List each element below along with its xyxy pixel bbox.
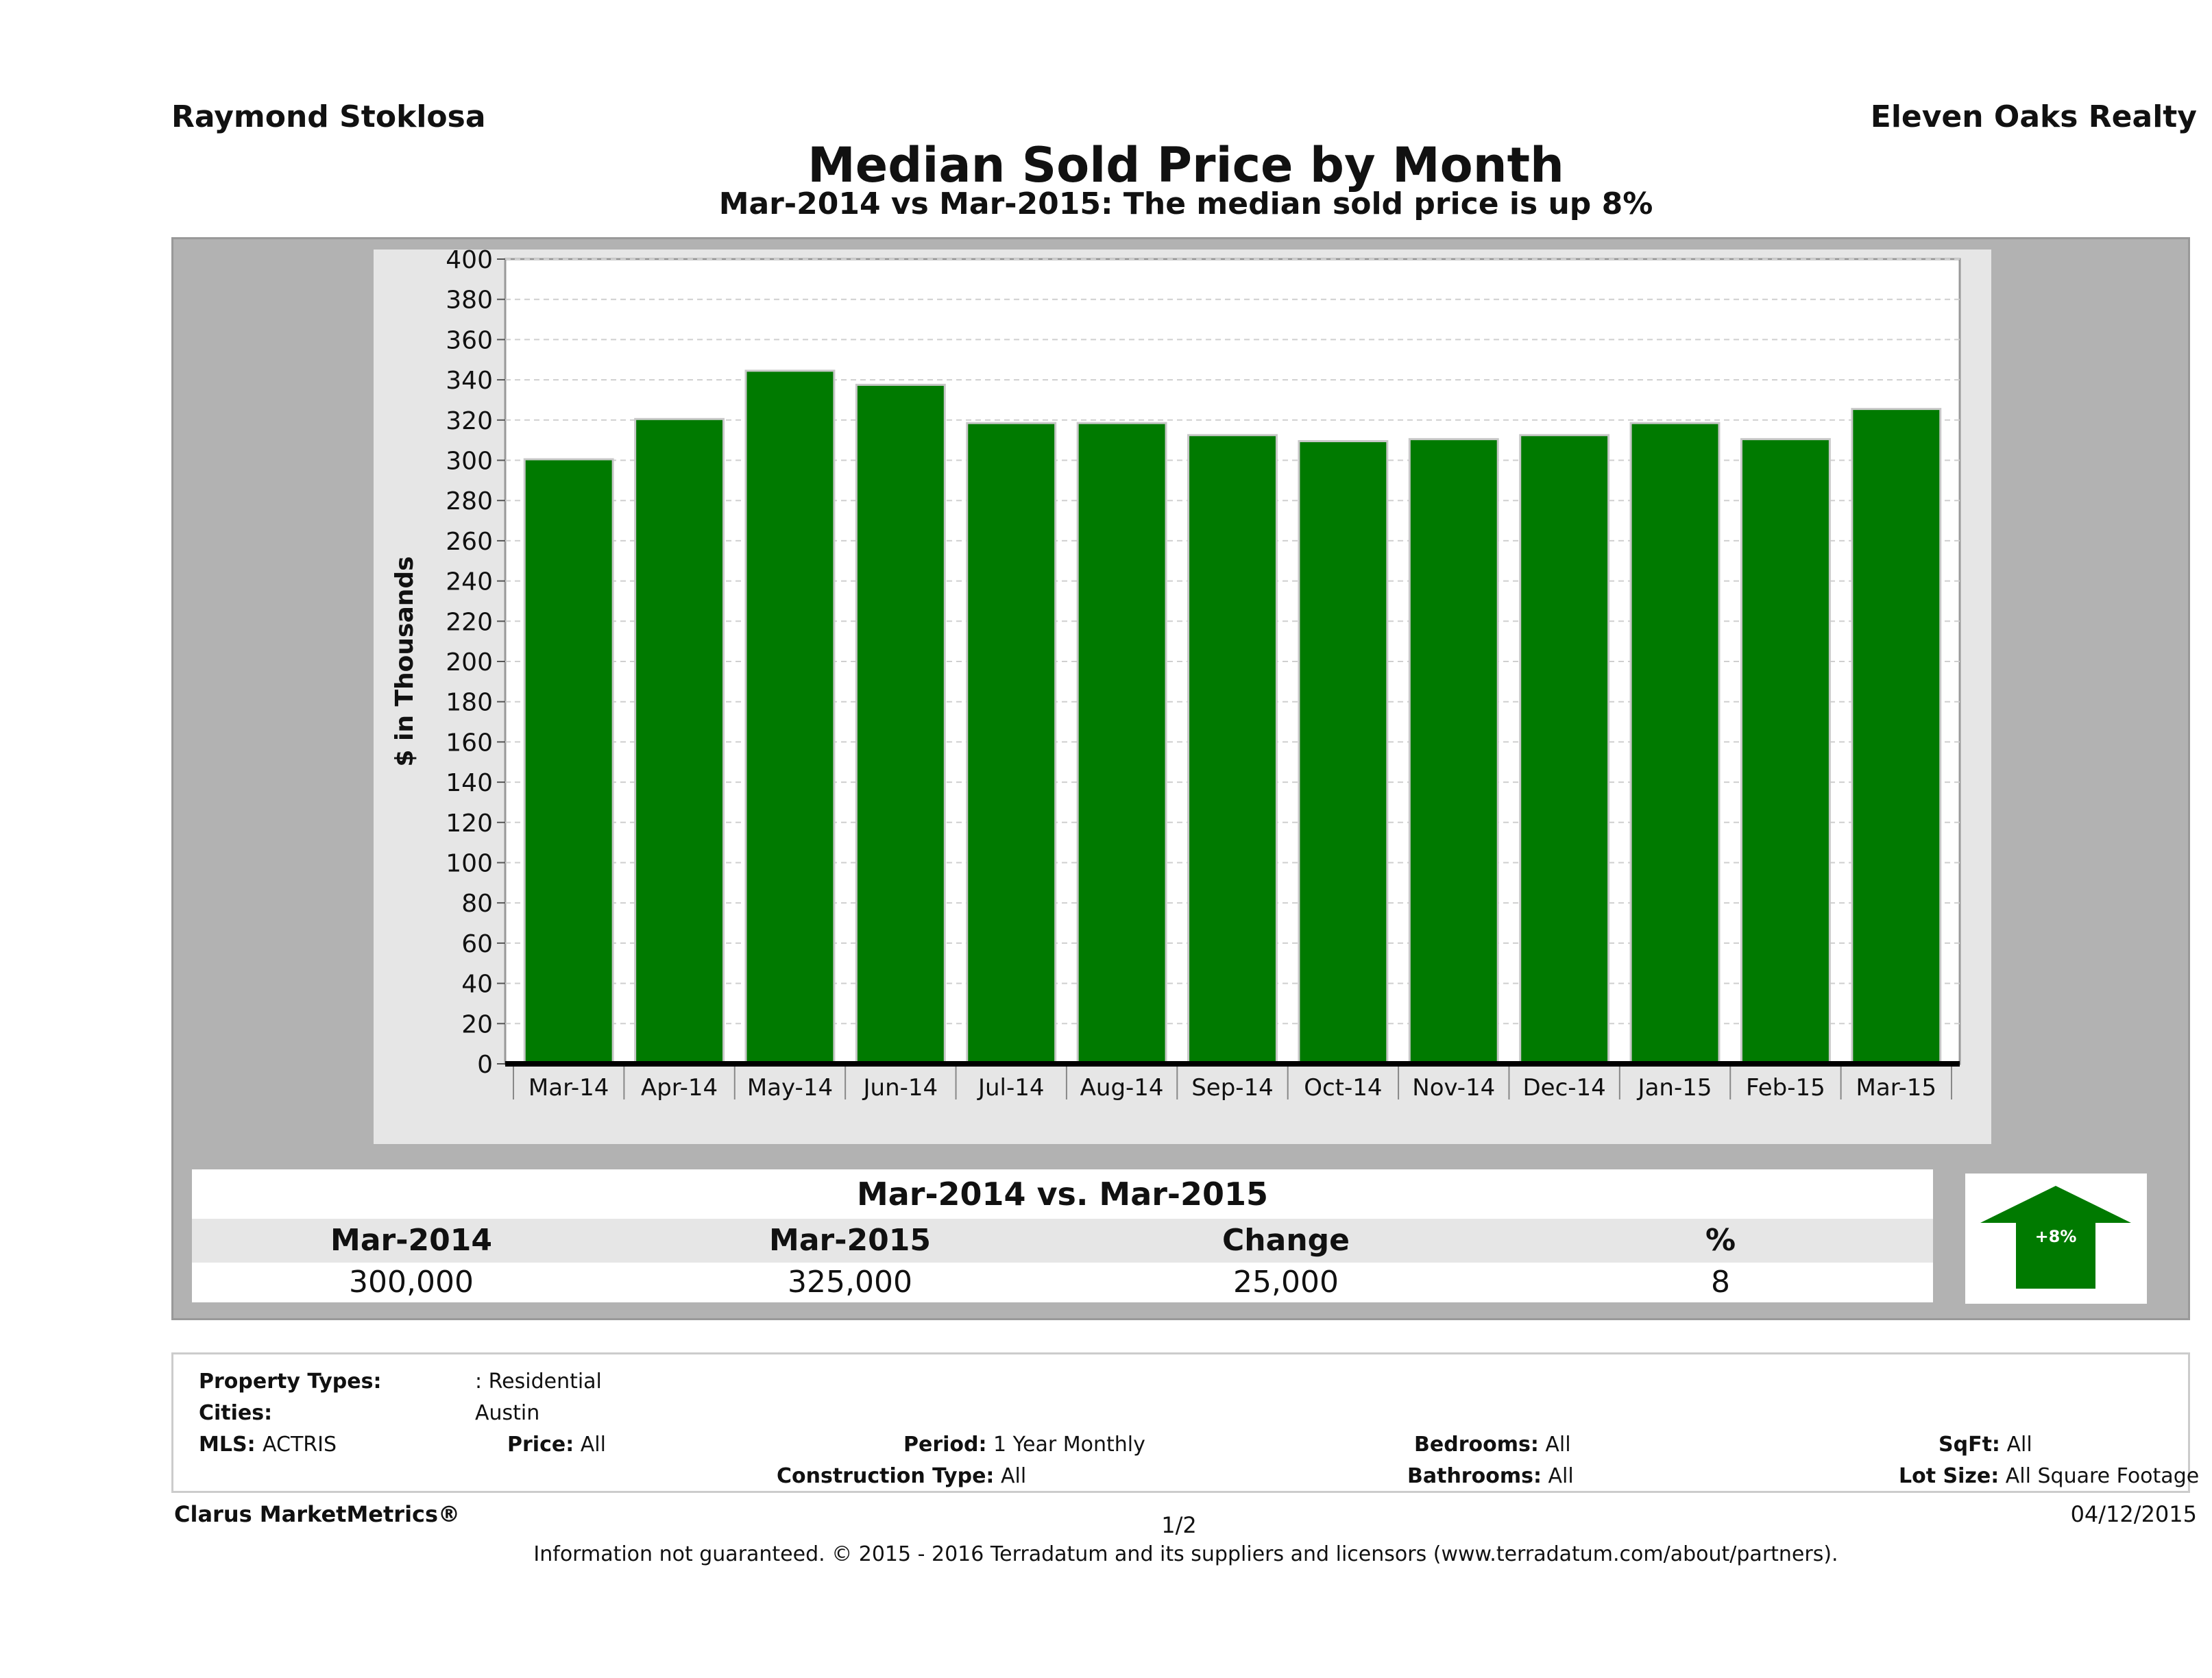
bar-feb-15: [1742, 440, 1829, 1064]
y-tick-label: 20: [461, 1010, 493, 1038]
price-value: All: [580, 1433, 606, 1457]
lot-size-value: All Square Footage: [2005, 1464, 2200, 1488]
property-types-label: Property Types:: [199, 1370, 382, 1394]
bar-oct-14: [1300, 442, 1387, 1064]
x-tick-label: Jun-14: [862, 1074, 938, 1102]
bar-apr-14: [636, 420, 723, 1064]
summary-header-change: Change: [1222, 1223, 1350, 1258]
summary-table: Mar-2014 vs. Mar-2015 Mar-2014 Mar-2015 …: [192, 1169, 1933, 1306]
bar-jul-14: [968, 424, 1055, 1064]
lot-size-label: Lot Size:: [1899, 1464, 2000, 1488]
x-tick-label: Feb-15: [1746, 1074, 1825, 1102]
bathrooms-value: All: [1548, 1464, 1574, 1488]
summary-header-row: Mar-2014 Mar-2015 Change %: [192, 1219, 1933, 1263]
x-tick-label: Jan-15: [1637, 1074, 1712, 1102]
sqft-label: SqFt:: [1938, 1433, 2000, 1457]
up-arrow-icon: [1980, 1186, 2131, 1289]
construction-type-label: Construction Type:: [777, 1464, 995, 1488]
y-tick-label: 280: [446, 487, 493, 515]
y-tick-label: 100: [446, 850, 493, 878]
chart-subtitle: Mar-2014 vs Mar-2015: The median sold pr…: [718, 186, 1653, 221]
bedrooms-label: Bedrooms:: [1414, 1433, 1539, 1457]
bedrooms-value: All: [1545, 1433, 1571, 1457]
bathrooms-label: Bathrooms:: [1407, 1464, 1542, 1488]
x-tick-label: Dec-14: [1522, 1074, 1605, 1102]
search-criteria: Property Types: : Residential Cities: Au…: [171, 1352, 2199, 1493]
x-tick-label: Oct-14: [1304, 1074, 1382, 1102]
summary-header-percent: %: [1705, 1223, 1736, 1258]
y-tick-label: 400: [446, 250, 493, 274]
property-types-value: : Residential: [475, 1370, 602, 1394]
y-tick-label: 240: [446, 568, 493, 596]
x-tick-label: May-14: [747, 1074, 833, 1102]
chart-title: Median Sold Price by Month: [807, 137, 1564, 193]
y-tick-label: 200: [446, 648, 493, 677]
bar-chart: 0 20 40 60 80 100 120 140 160 180 200 220 240 260 280 3…: [391, 250, 1961, 1102]
y-tick-label: 380: [446, 287, 493, 315]
disclaimer: Information not guaranteed. © 2015 - 201…: [533, 1542, 1838, 1566]
period-value: 1 Year Monthly: [993, 1433, 1145, 1457]
change-badge: +8%: [1965, 1174, 2147, 1304]
summary-value-change: 25,000: [1233, 1265, 1339, 1300]
construction-type-value: All: [1000, 1464, 1027, 1488]
mls-value: ACTRIS: [263, 1433, 337, 1457]
company-name: Eleven Oaks Realty: [1870, 99, 2197, 134]
summary-title: Mar-2014 vs. Mar-2015: [192, 1169, 1933, 1219]
bar-sep-14: [1189, 436, 1276, 1064]
bar-may-14: [746, 372, 834, 1064]
sqft-value: All: [2006, 1433, 2032, 1457]
y-tick-label: 180: [446, 689, 493, 717]
x-tick-label: Mar-15: [1856, 1074, 1937, 1102]
summary-value-end: 325,000: [788, 1265, 912, 1300]
summary-value-row: 300,000 325,000 25,000 8: [192, 1263, 1933, 1302]
footer-brand: Clarus MarketMetrics®: [174, 1501, 461, 1527]
x-tick-label: Aug-14: [1080, 1074, 1164, 1102]
bar-dec-14: [1521, 436, 1608, 1064]
chart-area: 0 20 40 60 80 100 120 140 160 180 200 220 240 260 280 3…: [374, 250, 1991, 1144]
x-tick-label: Apr-14: [641, 1074, 718, 1102]
summary-header-start: Mar-2014: [330, 1223, 492, 1258]
x-tick-label: Mar-14: [528, 1074, 609, 1102]
bar-mar-14: [525, 460, 612, 1064]
y-tick-label: 0: [477, 1051, 493, 1079]
y-tick-label: 220: [446, 608, 493, 636]
summary-value-percent: 8: [1711, 1265, 1730, 1300]
y-axis-label: $ in Thousands: [391, 556, 419, 766]
summary-value-start: 300,000: [349, 1265, 474, 1300]
summary-header-end: Mar-2015: [769, 1223, 931, 1258]
y-tick-label: 80: [461, 890, 493, 918]
price-label: Price:: [507, 1433, 574, 1457]
y-tick-label: 300: [446, 448, 493, 476]
period-label: Period:: [903, 1433, 987, 1457]
bar-jun-14: [857, 385, 944, 1064]
report-date: 04/12/2015: [2070, 1501, 2197, 1527]
x-tick-label: Jul-14: [977, 1074, 1045, 1102]
mls-label: MLS:: [199, 1433, 256, 1457]
y-tick-label: 40: [461, 971, 493, 999]
bar-jan-15: [1631, 424, 1718, 1064]
y-tick-label: 320: [446, 407, 493, 435]
y-tick-label: 340: [446, 367, 493, 395]
page-number: 1/2: [1161, 1512, 1197, 1538]
y-tick-label: 260: [446, 528, 493, 556]
bar-nov-14: [1410, 440, 1497, 1064]
y-tick-label: 160: [446, 729, 493, 757]
cities-value: Austin: [475, 1401, 540, 1425]
bar-mar-15: [1853, 410, 1940, 1064]
y-tick-label: 60: [461, 930, 493, 958]
agent-name: Raymond Stoklosa: [171, 99, 486, 134]
x-tick-label: Sep-14: [1191, 1074, 1274, 1102]
y-tick-label: 360: [446, 326, 493, 354]
x-tick-label: Nov-14: [1412, 1074, 1495, 1102]
cities-label: Cities:: [199, 1401, 273, 1425]
bar-aug-14: [1078, 424, 1165, 1064]
y-tick-label: 140: [446, 769, 493, 797]
change-badge-text: +8%: [2035, 1227, 2077, 1246]
y-tick-label: 120: [446, 810, 493, 838]
